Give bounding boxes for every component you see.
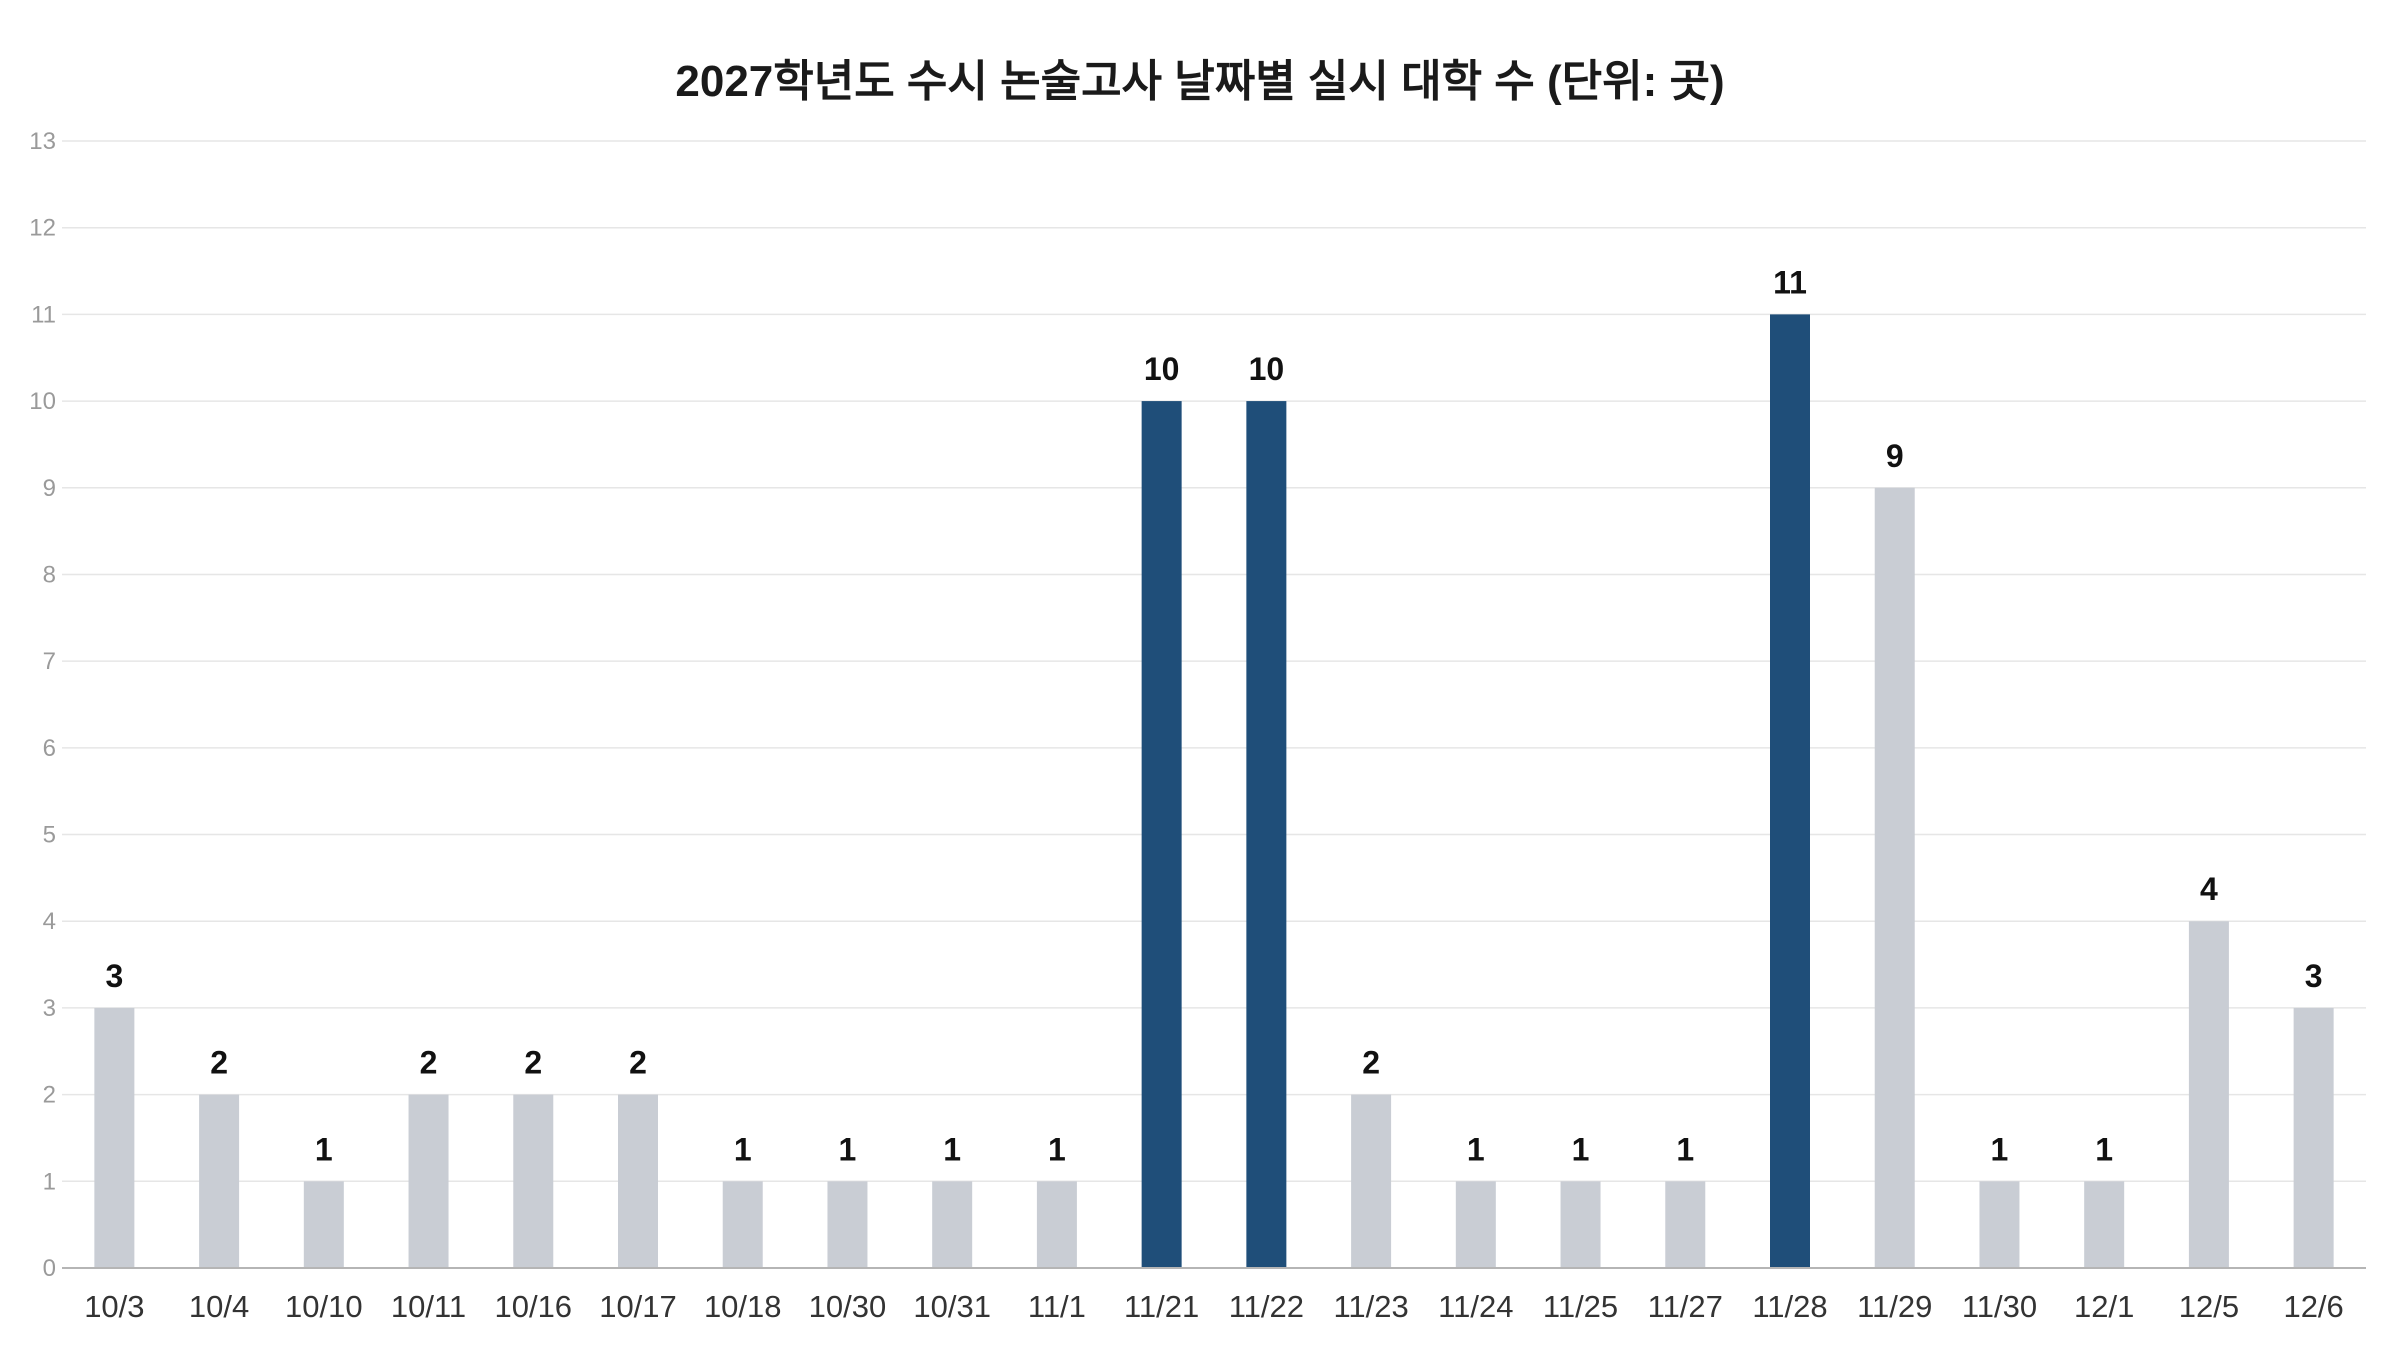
x-tick-label: 10/11 [391,1289,466,1324]
x-tick-label: 11/29 [1857,1289,1932,1324]
data-label: 2 [1362,1045,1380,1081]
bar [1560,1181,1601,1268]
data-label: 1 [315,1131,333,1167]
data-label: 2 [629,1045,647,1081]
bar [722,1181,763,1268]
data-label: 10 [1144,351,1180,387]
bar [1246,401,1287,1269]
y-tick-label: 2 [43,1082,56,1109]
y-tick-label: 4 [43,908,56,935]
data-label: 1 [1991,1131,2009,1167]
x-tick-label: 10/18 [704,1289,782,1324]
data-label: 2 [210,1045,228,1081]
x-tick-label: 10/31 [913,1289,991,1324]
data-label: 4 [2200,871,2218,907]
bar [303,1181,344,1268]
y-tick-label: 5 [43,822,56,849]
x-tick-label: 10/4 [189,1289,249,1324]
x-tick-label: 11/1 [1028,1289,1086,1324]
gridlines [62,140,2366,1183]
bar [1979,1181,2020,1268]
x-tick-label: 11/25 [1543,1289,1618,1324]
data-label: 1 [943,1131,961,1167]
bar [199,1094,240,1268]
bar [1665,1181,1706,1268]
x-axis-ticks: 10/3 10/4 10/10 10/11 10/16 10/17 10/18 10/30 10… [84,1289,2344,1324]
data-label: 1 [2095,1131,2113,1167]
data-label: 11 [1773,264,1807,300]
bar [513,1094,554,1268]
x-tick-label: 11/21 [1124,1289,1199,1324]
y-tick-label: 3 [43,995,56,1022]
bar [2293,1007,2334,1268]
data-label: 1 [1048,1131,1066,1167]
bar [2084,1181,2125,1268]
bar [408,1094,449,1268]
bar [2188,921,2229,1268]
x-tick-label: 11/28 [1752,1289,1827,1324]
bar [1036,1181,1077,1268]
data-label: 1 [734,1131,752,1167]
y-tick-label: 13 [29,128,56,155]
data-label: 2 [524,1045,542,1081]
y-tick-label: 9 [43,475,56,502]
y-tick-label: 10 [29,388,56,415]
bar [827,1181,868,1268]
bar [1874,487,1915,1268]
y-tick-label: 1 [43,1168,56,1195]
x-tick-label: 10/16 [494,1289,572,1324]
x-tick-label: 11/27 [1648,1289,1723,1324]
x-tick-label: 12/1 [2074,1289,2134,1324]
y-tick-label: 12 [29,215,56,242]
bar [932,1181,973,1268]
x-tick-label: 12/5 [2179,1289,2239,1324]
data-label: 2 [420,1045,438,1081]
x-tick-label: 10/3 [84,1289,144,1324]
x-tick-label: 10/17 [599,1289,677,1324]
chart-title: 2027학년도 수시 논술고사 날짜별 실시 대학 수 (단위: 곳) [675,57,1724,106]
bar [1455,1181,1496,1268]
data-label: 9 [1886,438,1904,474]
y-tick-label: 6 [43,735,56,762]
x-tick-label: 11/30 [1962,1289,2037,1324]
data-label: 1 [839,1131,857,1167]
y-tick-label: 11 [31,301,56,328]
y-tick-label: 0 [43,1255,56,1282]
x-tick-label: 11/23 [1333,1289,1408,1324]
bar [1141,401,1182,1269]
data-label: 1 [1572,1131,1590,1167]
y-tick-label: 7 [43,648,56,675]
data-label: 3 [105,958,123,994]
x-tick-label: 12/6 [2283,1289,2343,1324]
bar [1351,1094,1392,1268]
y-tick-label: 8 [43,561,56,588]
data-label: 10 [1249,351,1285,387]
data-label: 1 [1467,1131,1485,1167]
x-tick-label: 10/30 [809,1289,887,1324]
data-label: 1 [1676,1131,1694,1167]
data-label: 3 [2305,958,2323,994]
x-tick-label: 11/22 [1229,1289,1304,1324]
bar [94,1007,135,1268]
x-tick-label: 10/10 [285,1289,363,1324]
bar [618,1094,658,1268]
bar [1770,314,1810,1268]
bars [94,314,2334,1269]
x-tick-label: 11/24 [1438,1289,1513,1324]
